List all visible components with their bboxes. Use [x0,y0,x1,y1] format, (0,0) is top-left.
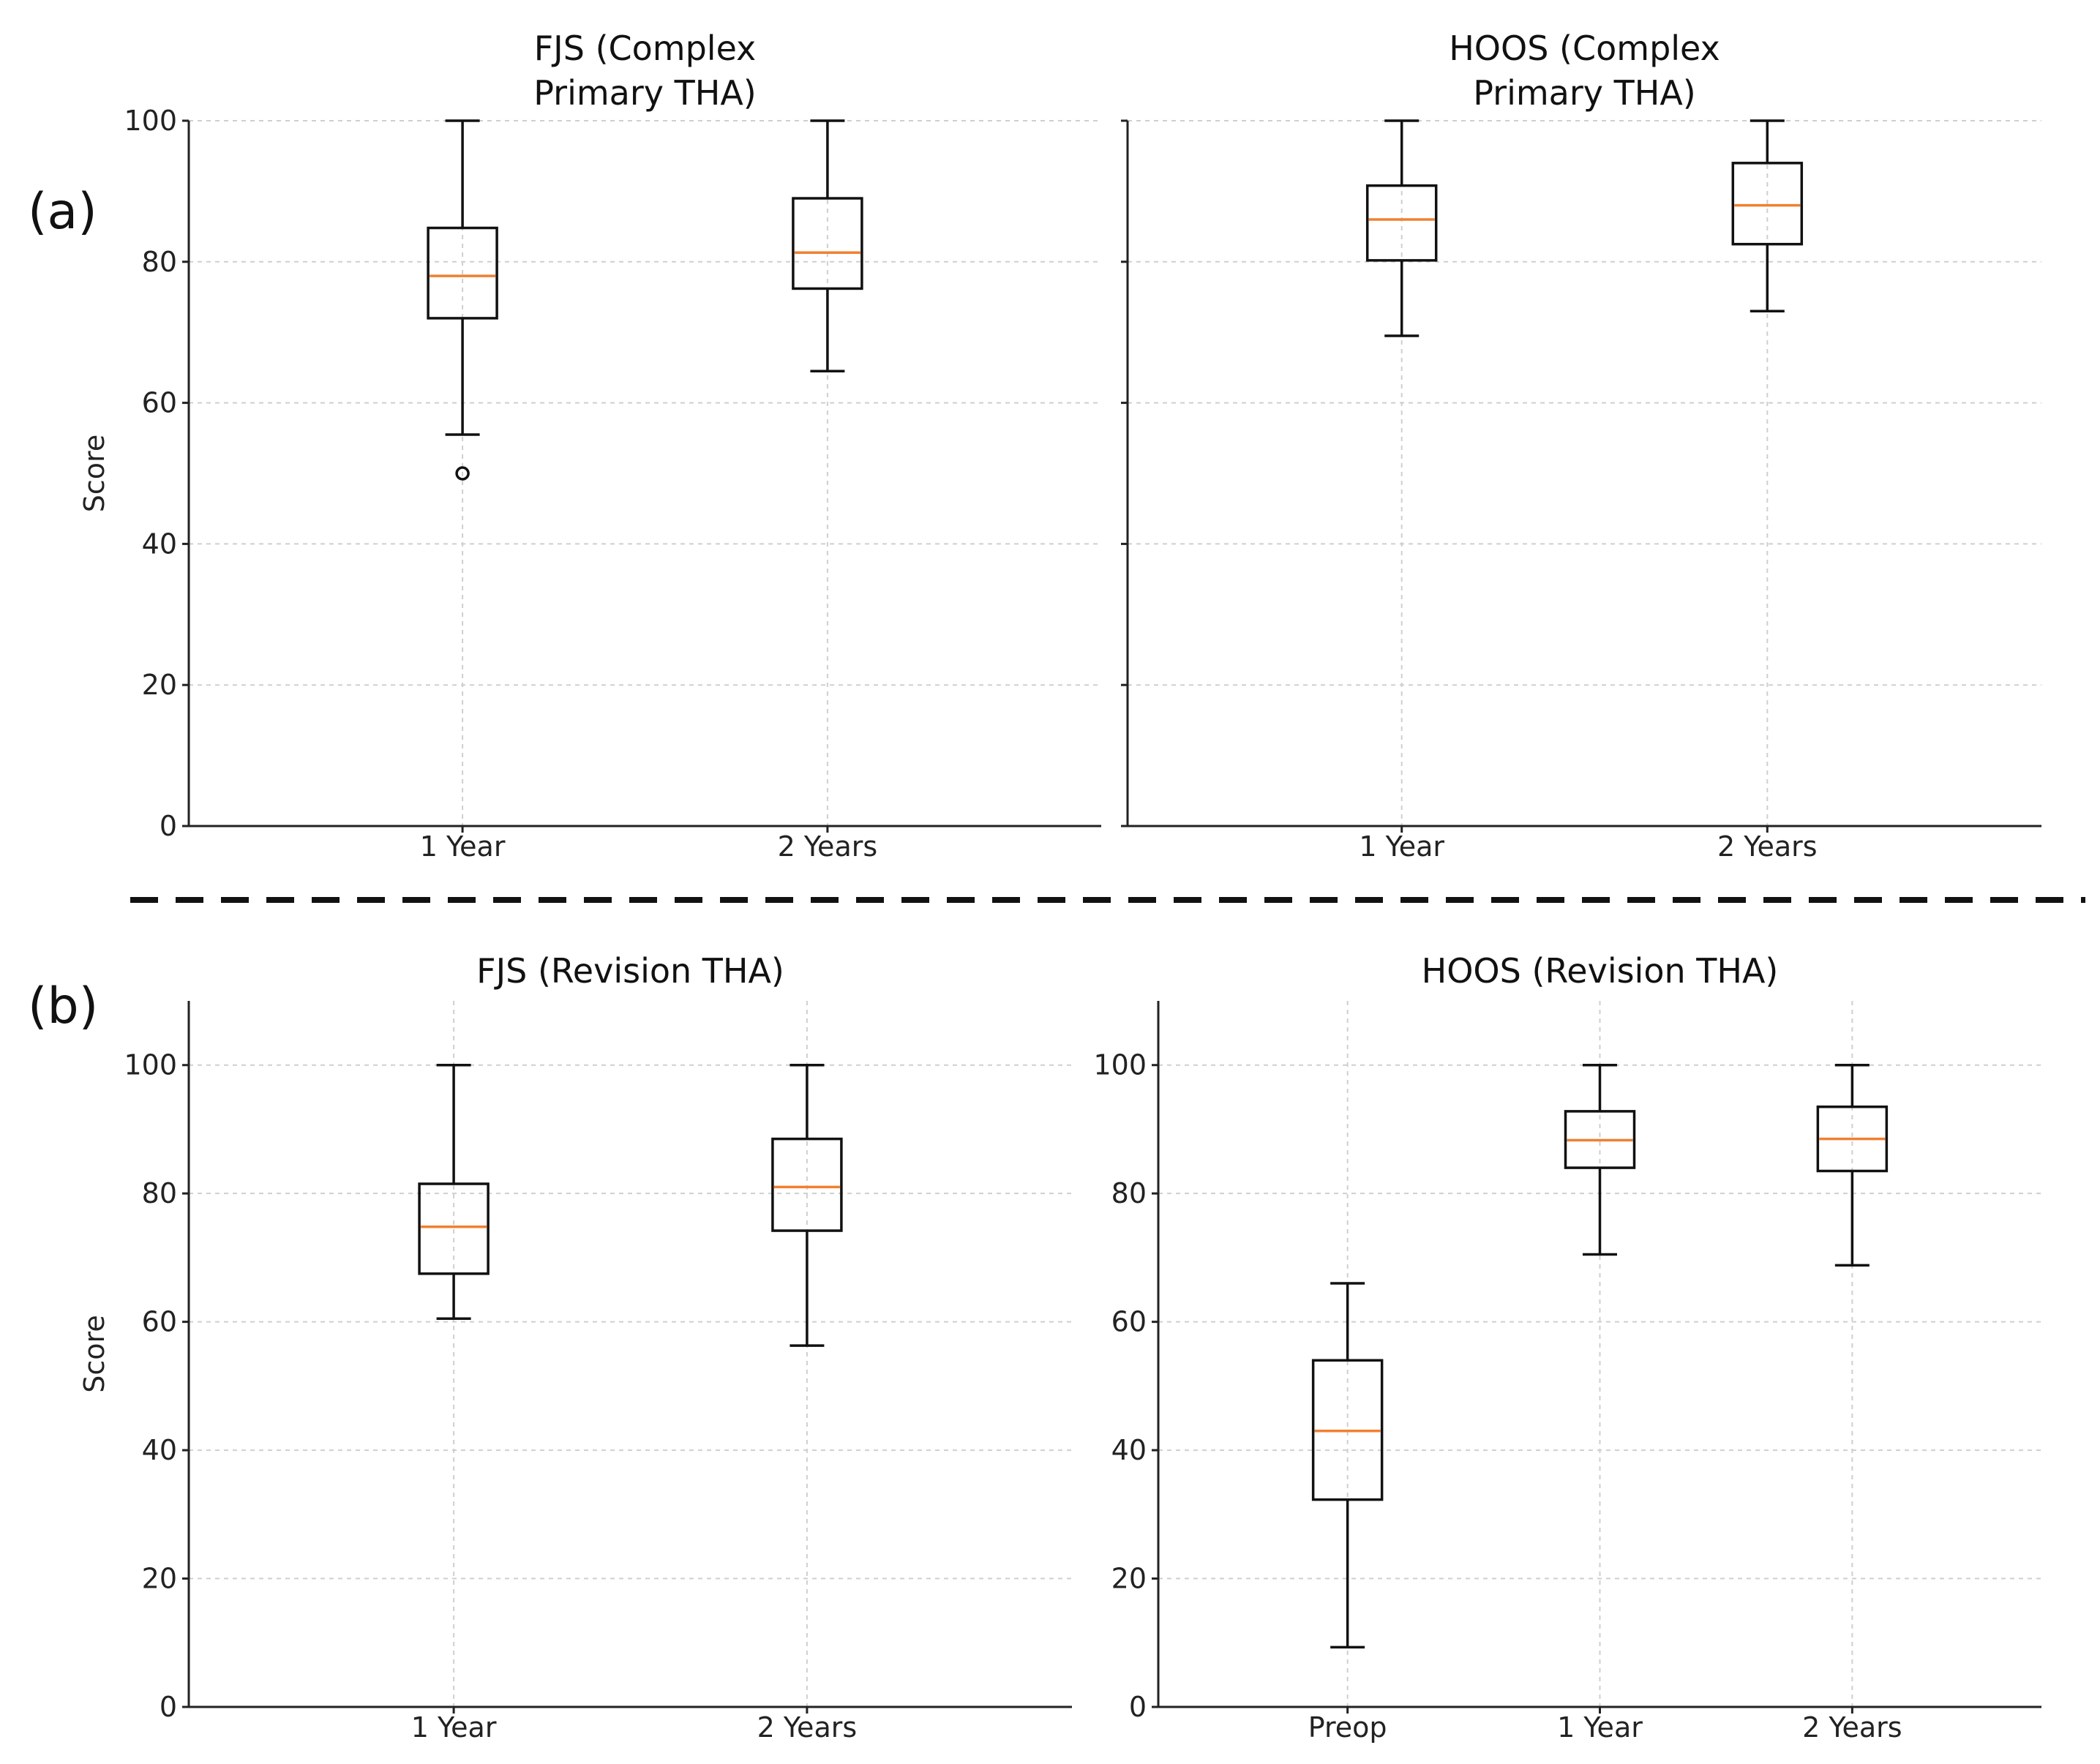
box-2-years [792,119,863,372]
chart-hoos-revision: HOOS (Revision THA) 0 20 40 60 80 100 Preop 1 Ye… [1093,951,2041,1744]
y-tick-label: 20 [142,1563,177,1595]
iqr-box [792,197,863,290]
y-tick-label: 100 [124,105,177,137]
y-tick-label: 40 [142,528,177,560]
chart-fjs-revision: FJS (Revision THA) 0 20 40 60 80 100 Score 1 Yea… [78,951,1072,1744]
x-tick-label: 1 Year [420,830,506,863]
iqr-box [1311,1359,1384,1501]
iqr-box [1816,1106,1889,1173]
y-tick-label: 40 [1111,1434,1147,1466]
y-tick-label: 80 [142,1177,177,1209]
chart-title: Primary THA) [1473,73,1695,113]
y-tick-label: 20 [142,669,177,701]
y-tick-label: 0 [160,810,177,842]
x-tick-label: Preop [1308,1711,1387,1744]
charts-container: FJS (Complex Primary THA) 0 20 40 60 80 100 Scor… [78,29,2041,1744]
iqr-box [1731,162,1804,246]
x-tick-label: 2 Years [778,830,878,863]
y-tick-label: 0 [1129,1691,1147,1723]
box-2-years [771,1063,843,1347]
panel-label-a: (a) [28,183,97,241]
chart-hoos-primary: HOOS (Complex Primary THA) 1 Year 2 Years [1121,29,2041,863]
y-tick-label: 20 [1111,1563,1147,1595]
box-preop [1311,1282,1384,1649]
chart-title: FJS (Revision THA) [476,951,784,991]
y-tick-label: 60 [142,1306,177,1338]
chart-title: Primary THA) [533,73,756,113]
chart-fjs-primary: FJS (Complex Primary THA) 0 20 40 60 80 100 Scor… [78,29,1101,863]
y-tick-label: 80 [1111,1177,1147,1209]
y-tick-label: 40 [142,1434,177,1466]
x-tick-label: 2 Years [1717,830,1818,863]
y-axis-label: Score [78,435,110,512]
iqr-box [427,226,498,320]
x-tick-label: 1 Year [1359,830,1444,863]
x-tick-label: 1 Year [411,1711,497,1744]
y-tick-label: 60 [142,387,177,419]
box-1-year [1365,119,1438,337]
x-tick-label: 2 Years [1802,1711,1902,1744]
x-tick-label: 1 Year [1557,1711,1643,1744]
box-2-years [1731,119,1804,313]
panel-label-b: (b) [28,977,98,1035]
iqr-box [1365,184,1438,262]
x-tick-label: 2 Years [757,1711,858,1744]
outlier-point [455,466,470,481]
chart-title: HOOS (Revision THA) [1422,951,1779,991]
iqr-box [771,1137,843,1232]
y-tick-label: 60 [1111,1306,1147,1338]
box-2-years [1816,1063,1889,1267]
chart-title: HOOS (Complex [1449,29,1720,68]
y-tick-label: 100 [1093,1049,1147,1081]
y-axis-label: Score [78,1315,110,1392]
box-1-year [427,119,498,481]
chart-title: FJS (Complex [534,29,757,68]
box-1-year [1564,1063,1636,1256]
box-1-year [418,1063,490,1320]
iqr-box [1564,1110,1636,1169]
y-tick-label: 0 [160,1691,177,1723]
y-tick-label: 100 [124,1049,177,1081]
y-tick-label: 80 [142,246,177,278]
iqr-box [418,1182,490,1275]
